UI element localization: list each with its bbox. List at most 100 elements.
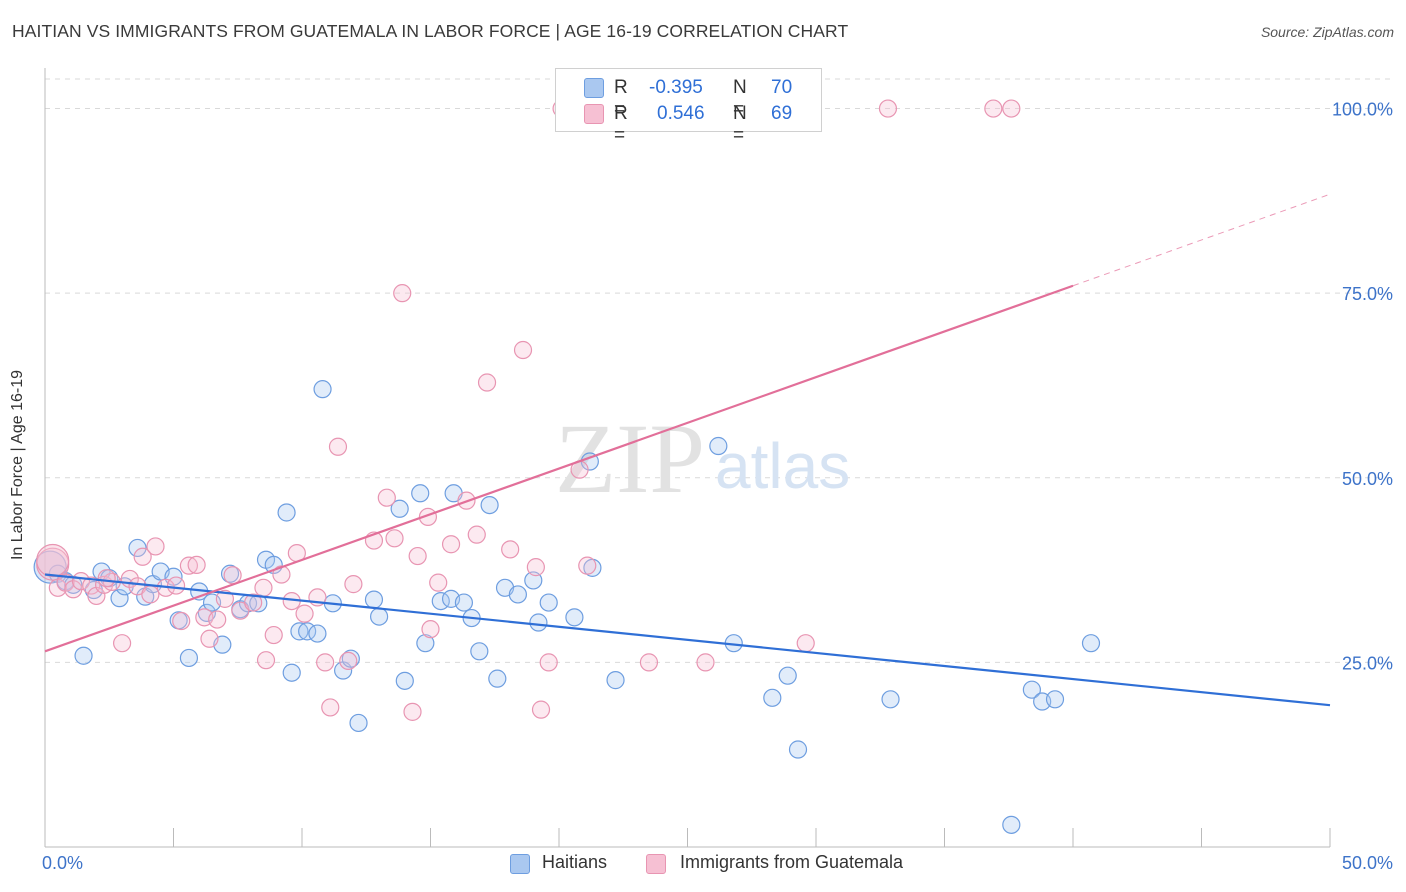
data-point bbox=[208, 610, 227, 629]
data-point bbox=[200, 629, 219, 648]
data-point bbox=[488, 669, 507, 688]
y-tick-label: 75.0% bbox=[1342, 284, 1393, 304]
data-point bbox=[454, 593, 474, 612]
data-point bbox=[370, 607, 389, 626]
data-point bbox=[606, 671, 625, 690]
data-point bbox=[215, 589, 234, 608]
legend-n-label: N = bbox=[733, 103, 747, 146]
grid-lines bbox=[45, 78, 1395, 663]
data-point bbox=[377, 488, 396, 507]
legend-n-value: 69 bbox=[771, 103, 793, 124]
legend-label-haitians: Haitians bbox=[542, 852, 608, 872]
legend-n-label: N = bbox=[733, 77, 747, 120]
data-point bbox=[1045, 690, 1065, 709]
data-point bbox=[341, 649, 360, 668]
data-point bbox=[408, 546, 427, 566]
data-point bbox=[524, 571, 543, 590]
data-point bbox=[364, 590, 384, 609]
watermark: ZIP atlas bbox=[555, 403, 850, 514]
source-label: Source: ZipAtlas.com bbox=[1260, 24, 1394, 40]
data-point bbox=[141, 585, 160, 604]
trend-line bbox=[44, 284, 1074, 653]
data-point bbox=[878, 99, 898, 118]
data-point bbox=[146, 537, 165, 556]
data-point bbox=[467, 525, 486, 544]
data-point bbox=[349, 713, 368, 733]
data-point bbox=[328, 437, 348, 456]
data-point bbox=[429, 573, 448, 592]
data-point bbox=[395, 671, 414, 690]
data-point bbox=[565, 608, 584, 627]
legend-swatch-blue bbox=[510, 854, 530, 874]
data-point bbox=[441, 535, 461, 554]
data-point bbox=[578, 556, 597, 575]
data-point bbox=[778, 666, 797, 685]
data-point bbox=[133, 547, 152, 566]
legend-n-value: 70 bbox=[771, 77, 793, 98]
x-tick-label: 0.0% bbox=[42, 853, 83, 873]
legend-r-label: R = bbox=[614, 103, 628, 146]
data-point bbox=[128, 577, 147, 596]
data-point bbox=[480, 495, 499, 515]
data-point bbox=[166, 576, 186, 595]
data-point bbox=[526, 558, 545, 577]
data-point bbox=[282, 663, 301, 682]
legend-label-guatemala: Immigrants from Guatemala bbox=[680, 852, 904, 872]
data-point bbox=[179, 648, 199, 668]
data-point bbox=[256, 651, 276, 670]
data-point bbox=[82, 576, 101, 595]
data-point bbox=[403, 702, 422, 721]
legend-r-value: -0.395 bbox=[649, 77, 703, 98]
x-tick-label: 50.0% bbox=[1342, 853, 1393, 873]
data-point bbox=[529, 613, 548, 632]
axes bbox=[44, 68, 1331, 848]
watermark-zip: ZIP bbox=[555, 403, 705, 514]
data-point bbox=[313, 380, 332, 399]
data-point bbox=[179, 556, 199, 575]
chart-title: HAITIAN VS IMMIGRANTS FROM GUATEMALA IN … bbox=[12, 21, 849, 41]
data-point bbox=[128, 538, 147, 558]
data-point bbox=[696, 653, 715, 672]
data-point bbox=[984, 99, 1003, 118]
tick-labels: 25.0% 50.0% 75.0% 100.0% 0.0% 50.0% bbox=[42, 100, 1393, 873]
trend-line-extension bbox=[1072, 193, 1331, 287]
stats-legend: R = -0.395 N = 70 R = 0.546 N = 69 bbox=[555, 68, 822, 146]
data-point bbox=[1081, 634, 1101, 653]
data-point bbox=[531, 700, 551, 719]
data-point bbox=[223, 566, 242, 585]
data-point bbox=[321, 698, 340, 717]
data-point bbox=[1002, 99, 1021, 118]
data-point bbox=[763, 688, 782, 707]
legend-r-value: 0.546 bbox=[657, 103, 705, 124]
y-tick-label: 50.0% bbox=[1342, 469, 1393, 489]
data-point bbox=[74, 646, 93, 665]
legend-swatch-blue bbox=[584, 78, 604, 98]
trend-lines bbox=[44, 193, 1331, 707]
data-point bbox=[421, 620, 440, 639]
legend-swatch-pink bbox=[584, 104, 604, 124]
data-point bbox=[36, 543, 70, 578]
data-point bbox=[385, 529, 404, 548]
data-point bbox=[290, 622, 309, 641]
data-point bbox=[264, 625, 283, 645]
data-point bbox=[172, 611, 191, 631]
data-point bbox=[393, 284, 412, 303]
legend-r-label: R = bbox=[614, 77, 628, 120]
y-tick-label: 25.0% bbox=[1342, 653, 1393, 673]
data-point bbox=[788, 740, 808, 759]
legend-swatch-pink bbox=[646, 854, 666, 874]
data-point bbox=[513, 340, 533, 360]
data-point bbox=[308, 624, 327, 643]
data-point bbox=[110, 589, 129, 608]
data-point bbox=[796, 634, 815, 653]
data-point bbox=[254, 578, 273, 597]
data-point bbox=[416, 634, 435, 653]
data-point bbox=[501, 540, 520, 559]
trend-line bbox=[44, 573, 1331, 707]
data-point bbox=[470, 642, 489, 661]
data-point bbox=[539, 653, 558, 672]
data-point bbox=[231, 601, 250, 620]
series-guatemala bbox=[36, 99, 1021, 721]
data-point bbox=[112, 634, 132, 653]
